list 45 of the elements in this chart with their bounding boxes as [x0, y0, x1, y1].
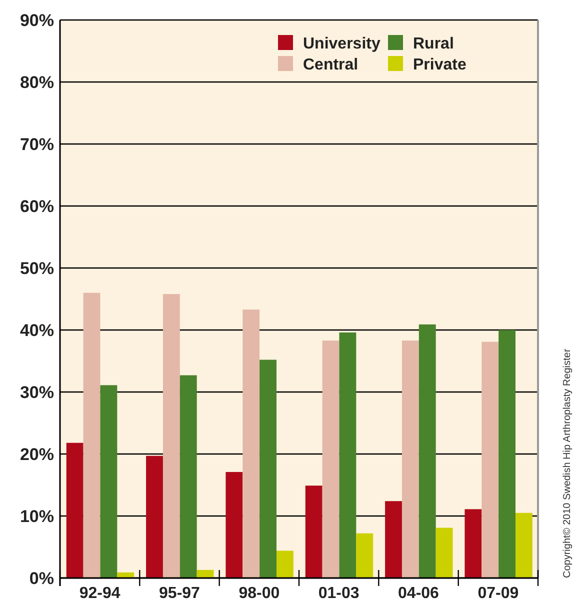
- bar: [322, 340, 340, 578]
- bar: [242, 310, 260, 578]
- y-tick-label: 60%: [20, 196, 54, 216]
- bar: [196, 570, 214, 578]
- y-tick-label: 10%: [20, 506, 54, 526]
- bar: [260, 360, 276, 578]
- bar: [180, 375, 197, 578]
- bar: [146, 456, 163, 578]
- x-tick-label: 04-06: [398, 585, 440, 602]
- y-tick-label: 90%: [20, 10, 54, 30]
- bar: [339, 332, 356, 578]
- x-tick-label: 98-00: [238, 585, 280, 602]
- bar: [226, 472, 243, 578]
- bar: [276, 550, 294, 578]
- bar: [482, 342, 499, 578]
- y-tick-label: 40%: [20, 320, 54, 340]
- bar: [464, 509, 482, 578]
- bar: [385, 501, 402, 578]
- bar: [402, 340, 419, 578]
- bar: [162, 294, 180, 578]
- x-tick-label: 01-03: [318, 585, 360, 602]
- bar: [305, 486, 322, 578]
- y-tick-label: 50%: [20, 258, 54, 278]
- legend-label: Rural: [413, 36, 454, 53]
- bar: [117, 572, 134, 578]
- y-tick-label: 70%: [20, 134, 54, 154]
- legend-label: University: [303, 36, 380, 53]
- x-tick-label: 92-94: [79, 585, 120, 602]
- bar: [418, 324, 436, 578]
- bar: [66, 442, 84, 578]
- bar: [515, 512, 532, 578]
- bar: [356, 533, 374, 578]
- legend-label: Private: [413, 56, 466, 74]
- text: Copyright© 2010 Swedish Hip Arthroplasty Register: [562, 348, 573, 578]
- bar: [498, 330, 516, 578]
- y-tick-label: 20%: [20, 444, 54, 464]
- x-tick-label: 07-09: [478, 585, 519, 602]
- y-tick-label: 80%: [20, 72, 54, 92]
- bar: [83, 292, 100, 578]
- y-tick-label: 30%: [20, 382, 54, 402]
- bar: [436, 528, 453, 578]
- y-tick-label: 0%: [29, 568, 54, 588]
- legend-label: Central: [303, 56, 358, 74]
- bar: [100, 385, 118, 578]
- x-tick-label: 95-97: [159, 585, 200, 602]
